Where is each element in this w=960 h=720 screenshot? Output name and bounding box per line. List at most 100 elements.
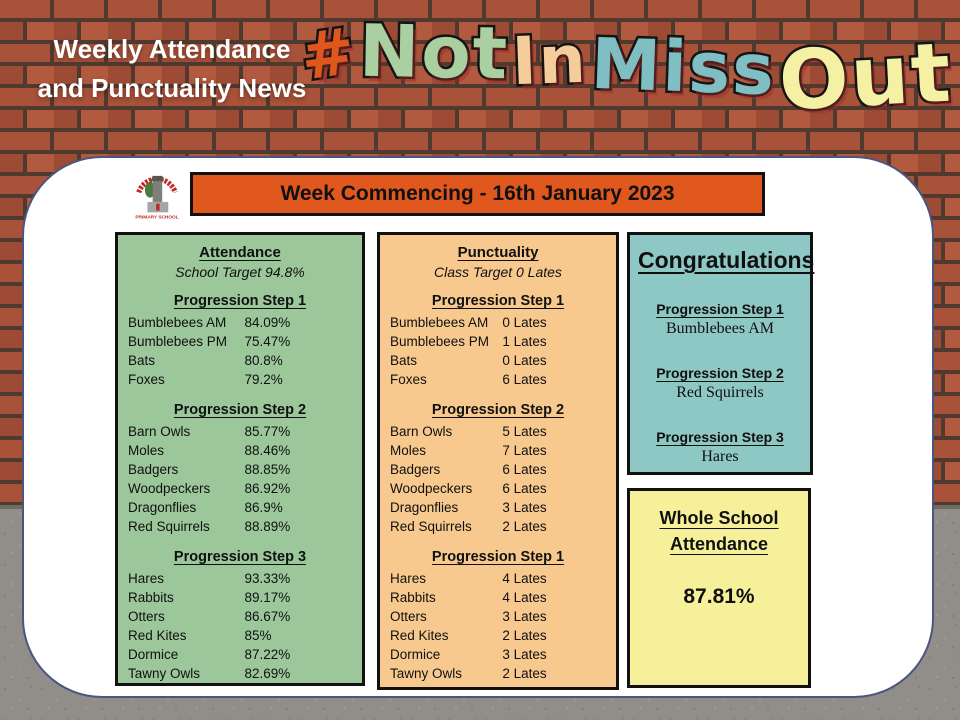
class-value: 3 Lates xyxy=(502,647,547,662)
school-logo-door xyxy=(156,203,160,211)
class-value: 0 Lates xyxy=(502,315,547,330)
class-name: Rabbits xyxy=(390,590,436,605)
class-name: Foxes xyxy=(128,372,165,387)
class-name: Bumblebees PM xyxy=(128,334,228,349)
attendance-title: Attendance xyxy=(199,244,281,261)
page-title-line2: and Punctuality News xyxy=(37,73,307,103)
class-row: Red Squirrels 2 Lates xyxy=(390,517,606,536)
class-name: Dormice xyxy=(128,647,179,662)
class-name: Hares xyxy=(128,571,165,586)
page-title-line1: Weekly Attendance xyxy=(53,34,291,64)
hashtag-logo-segment: In xyxy=(508,18,591,103)
attendance-sections: Progression Step 1 Bumblebees AM 84.09% Bum… xyxy=(128,293,352,683)
class-name: Moles xyxy=(128,443,165,458)
class-value: 75.47% xyxy=(244,334,291,349)
hashtag-logo-segment: Not xyxy=(355,6,512,98)
class-value: 0 Lates xyxy=(502,353,547,368)
class-row: Moles 7 Lates xyxy=(390,441,606,460)
class-value: 2 Lates xyxy=(502,519,547,534)
class-name: Red Squirrels xyxy=(128,519,210,534)
progression-step-heading: Progression Step 1 xyxy=(431,549,565,565)
banner-text: Week Commencing - 16th January 2023 xyxy=(280,182,675,205)
hashtag-logo-segment: # xyxy=(294,12,364,98)
class-name: Rabbits xyxy=(128,590,174,605)
class-value: 88.89% xyxy=(244,519,291,534)
class-name: Dragonflies xyxy=(128,500,197,515)
class-row: Bats 80.8% xyxy=(128,351,352,370)
whole-school-panel: Whole School Attendance 87.81% xyxy=(627,488,811,688)
class-name: Red Squirrels xyxy=(390,519,472,534)
progression-step-heading: Progression Step 3 xyxy=(173,549,307,565)
class-value: 6 Lates xyxy=(502,481,547,496)
class-value: 86.67% xyxy=(244,609,291,624)
school-logo: PRIMARY SCHOOL xyxy=(135,175,179,220)
class-row: Barn Owls 85.77% xyxy=(128,422,352,441)
class-row: Rabbits 4 Lates xyxy=(390,588,606,607)
class-name: Bumblebees PM xyxy=(390,334,490,349)
class-row: Tawny Owls 2 Lates xyxy=(390,664,606,683)
class-value: 2 Lates xyxy=(502,666,547,681)
attendance-target: School Target 94.8% xyxy=(175,264,305,280)
congratulations-title: Congratulations xyxy=(638,247,815,273)
winner-step-heading: Progression Step 2 xyxy=(656,365,784,381)
punctuality-target: Class Target 0 Lates xyxy=(434,264,562,280)
class-value: 93.33% xyxy=(244,571,291,586)
class-row: Hares 4 Lates xyxy=(390,569,606,588)
school-logo-tree xyxy=(144,182,156,198)
class-name: Foxes xyxy=(390,372,427,387)
class-row: Foxes 6 Lates xyxy=(390,370,606,389)
progression-step-heading: Progression Step 2 xyxy=(431,402,565,418)
class-name: Red Kites xyxy=(128,628,187,643)
class-row: Bumblebees PM 75.47% xyxy=(128,332,352,351)
class-row: Badgers 6 Lates xyxy=(390,460,606,479)
class-row: Hares 93.33% xyxy=(128,569,352,588)
school-logo-roof xyxy=(150,175,164,182)
class-name: Bumblebees AM xyxy=(128,315,227,330)
progression-step-heading: Progression Step 1 xyxy=(431,293,565,309)
class-name: Tawny Owls xyxy=(128,666,201,681)
class-name: Otters xyxy=(390,609,427,624)
attendance-panel: Attendance School Target 94.8% Progressi… xyxy=(115,232,365,686)
class-row: Dormice 87.22% xyxy=(128,645,352,664)
class-row: Otters 86.67% xyxy=(128,607,352,626)
class-row: Rabbits 89.17% xyxy=(128,588,352,607)
class-row: Bumblebees PM 1 Lates xyxy=(390,332,606,351)
banner: Week Commencing - 16th January 2023 xyxy=(190,172,765,216)
class-value: 87.22% xyxy=(244,647,291,662)
class-row: Foxes 79.2% xyxy=(128,370,352,389)
winner-step-heading: Progression Step 3 xyxy=(656,429,784,445)
class-name: Dormice xyxy=(390,647,441,662)
class-name: Badgers xyxy=(128,462,179,477)
class-value: 79.2% xyxy=(244,372,283,387)
hashtag-logo-segment: Out xyxy=(774,23,957,132)
school-logo-caption: PRIMARY SCHOOL xyxy=(135,214,178,220)
class-row: Bats 0 Lates xyxy=(390,351,606,370)
class-value: 2 Lates xyxy=(502,628,547,643)
punctuality-title: Punctuality xyxy=(457,244,539,261)
class-row: Badgers 88.85% xyxy=(128,460,352,479)
class-value: 5 Lates xyxy=(502,424,547,439)
class-row: Dormice 3 Lates xyxy=(390,645,606,664)
class-name: Moles xyxy=(390,443,427,458)
progression-step-heading: Progression Step 2 xyxy=(173,402,307,418)
class-name: Otters xyxy=(128,609,165,624)
hashtag-logo-segment: Miss xyxy=(587,20,780,113)
class-value: 6 Lates xyxy=(502,462,547,477)
class-value: 84.09% xyxy=(244,315,291,330)
winner-class-name: Red Squirrels xyxy=(676,384,764,401)
class-row: Bumblebees AM 84.09% xyxy=(128,313,352,332)
class-row: Barn Owls 5 Lates xyxy=(390,422,606,441)
class-name: Red Kites xyxy=(390,628,449,643)
congratulations-panel: Congratulations Progression Step 1 Bumble… xyxy=(627,232,815,475)
class-name: Barn Owls xyxy=(390,424,453,439)
class-name: Bats xyxy=(128,353,156,368)
class-name: Dragonflies xyxy=(390,500,459,515)
class-value: 4 Lates xyxy=(502,590,547,605)
class-value: 86.92% xyxy=(244,481,291,496)
class-row: Dragonflies 3 Lates xyxy=(390,498,606,517)
hashtag-logo: # Not In Miss Out xyxy=(294,6,957,150)
class-value: 3 Lates xyxy=(502,500,547,515)
class-row: Woodpeckers 6 Lates xyxy=(390,479,606,498)
whole-school-title-line2: Attendance xyxy=(669,534,768,554)
winner-class-name: Bumblebees AM xyxy=(666,320,774,337)
